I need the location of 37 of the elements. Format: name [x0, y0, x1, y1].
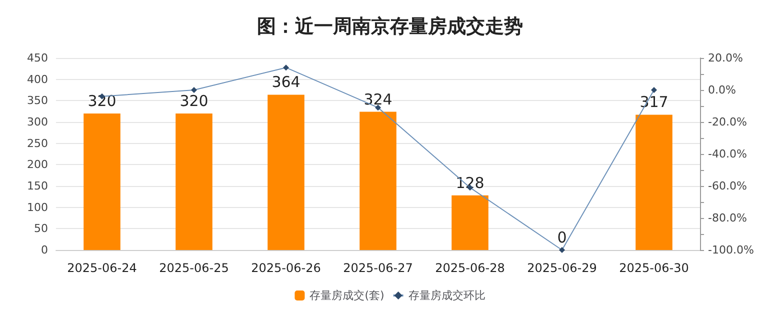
bar: [84, 113, 120, 250]
x-tick-label: 2025-06-27: [343, 261, 413, 275]
y2-tick-label: -80.0%: [708, 212, 747, 224]
x-tick-label: 2025-06-30: [619, 261, 689, 275]
data-label: 324: [364, 90, 392, 108]
y-tick-label: 0: [41, 244, 48, 256]
y2-tick-label: -20.0%: [708, 116, 747, 128]
y2-tick-label: -60.0%: [708, 180, 747, 192]
bar: [176, 113, 212, 250]
y-tick-label: 200: [27, 158, 48, 172]
y2-tick-label: 20.0%: [708, 52, 743, 64]
bar: [636, 114, 672, 250]
bar: [360, 112, 396, 250]
chart-title: 图：近一周南京存量房成交走势: [257, 16, 523, 38]
y-tick-label: 250: [27, 136, 48, 150]
y2-tick-label: -100.0%: [708, 244, 754, 256]
x-tick-label: 2025-06-29: [527, 261, 597, 275]
y-tick-label: 150: [27, 180, 48, 192]
x-tick-label: 2025-06-28: [435, 261, 505, 275]
bar: [452, 195, 488, 250]
x-tick-label: 2025-06-26: [251, 261, 321, 275]
legend-label: 存量房成交环比: [408, 289, 486, 302]
y-tick-label: 350: [27, 94, 48, 108]
y-tick-label: 400: [27, 72, 48, 86]
y-tick-label: 450: [27, 52, 48, 64]
x-tick-label: 2025-06-25: [159, 261, 229, 275]
data-label: 0: [557, 228, 567, 246]
y-tick-label: 50: [34, 222, 48, 236]
legend-label: 存量房成交(套): [310, 289, 384, 302]
y-tick-label: 100: [27, 200, 48, 214]
y-tick-label: 300: [27, 116, 48, 128]
bar: [268, 94, 304, 250]
data-label: 320: [180, 92, 208, 110]
x-tick-label: 2025-06-24: [67, 261, 137, 275]
y2-tick-label: -40.0%: [708, 148, 747, 160]
data-label: 364: [272, 73, 300, 92]
y2-tick-label: 0.0%: [708, 84, 736, 96]
